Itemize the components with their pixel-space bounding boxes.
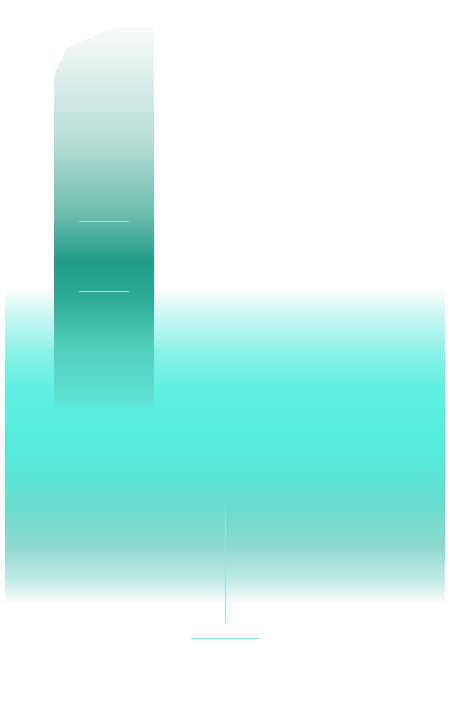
horizontal-connector-line (191, 638, 260, 639)
vertical-connector-line (225, 495, 226, 623)
vertical-strip-fade (54, 288, 154, 458)
vertical-gradient-strip (54, 26, 154, 406)
strip-lower-tick-line (79, 291, 129, 292)
strip-upper-tick-line (79, 221, 129, 222)
